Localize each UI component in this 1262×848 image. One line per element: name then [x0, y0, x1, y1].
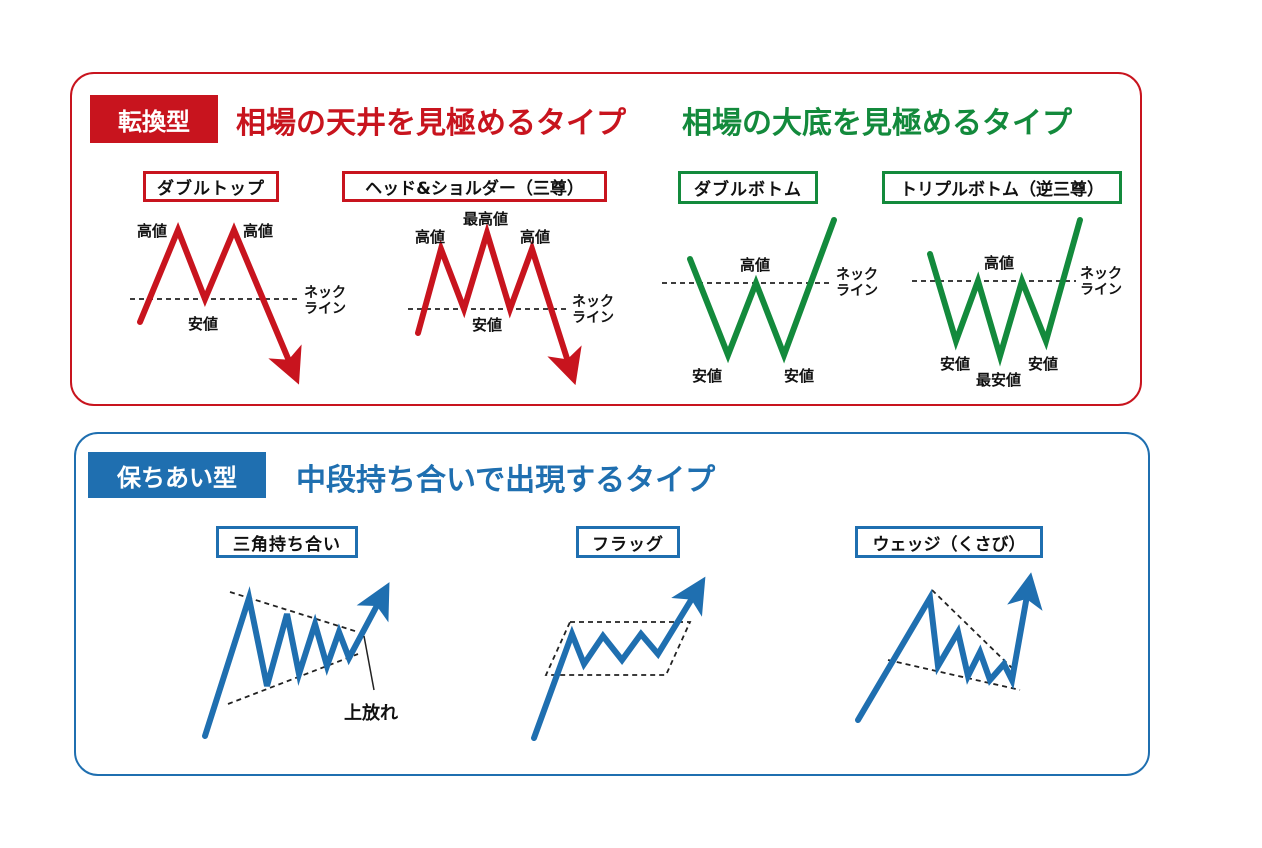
low-label: 安値	[188, 315, 218, 333]
reversal-panel	[70, 72, 1142, 406]
head-shoulders-pattern: 高値 最高値 高値 安値 ネック ライン	[408, 210, 614, 386]
continuation-panel	[74, 432, 1150, 776]
neckline-label: ネック	[304, 285, 346, 301]
high-label: 高値	[520, 228, 550, 246]
neckline-label: ネック	[836, 267, 878, 283]
price-line	[137, 221, 302, 385]
double-top-pattern: 高値 高値 安値 ネック ライン	[130, 221, 346, 385]
wedge-pattern	[855, 572, 1043, 723]
price-line	[687, 217, 837, 364]
high-label: 高値	[415, 228, 445, 246]
label-wedge: ウェッジ（くさび）	[855, 526, 1043, 558]
label-triangle: 三角持ち合い	[216, 526, 358, 558]
neckline-label: ライン	[572, 310, 614, 326]
low-label: 安値	[1028, 355, 1058, 373]
price-line	[855, 572, 1043, 723]
neckline-label: ライン	[836, 283, 878, 299]
price-line	[531, 576, 706, 741]
neckline-label: ネック	[1080, 266, 1122, 282]
double-bottom-pattern: 高値 安値 安値 ネック ライン	[662, 217, 878, 385]
neckline-label: ライン	[1080, 282, 1122, 298]
flag-pattern	[531, 576, 706, 741]
low-label: 安値	[472, 316, 502, 334]
trendline-upper	[931, 589, 1013, 669]
breakout-pointer	[363, 635, 375, 691]
price-line	[202, 582, 390, 739]
label-double-top: ダブルトップ	[143, 171, 279, 202]
reversal-heading-bottom: 相場の大底を見極めるタイプ	[682, 106, 1072, 141]
label-flag: フラッグ	[576, 526, 680, 558]
label-double-bottom: ダブルボトム	[678, 171, 818, 204]
low-label: 安値	[784, 367, 814, 385]
high-label: 高値	[740, 256, 770, 274]
trendline-lower	[227, 653, 359, 705]
high-label: 高値	[137, 222, 167, 240]
low-label: 安値	[692, 367, 722, 385]
label-triple-bottom: トリプルボトム（逆三尊）	[882, 171, 1122, 204]
triangle-pattern: 上放れ	[202, 582, 398, 739]
continuation-tag: 保ちあい型	[88, 452, 266, 498]
price-line	[927, 217, 1083, 367]
high-label: 高値	[984, 254, 1014, 272]
lowest-label: 最安値	[976, 371, 1021, 389]
highest-label: 最高値	[463, 210, 508, 228]
neckline-label: ライン	[304, 301, 346, 317]
reversal-tag: 転換型	[90, 95, 218, 143]
high-label: 高値	[243, 222, 273, 240]
trendline-lower	[887, 659, 1021, 691]
continuation-heading: 中段持ち合いで出現するタイプ	[296, 463, 716, 498]
reversal-heading-top: 相場の天井を見極めるタイプ	[236, 106, 626, 141]
triple-bottom-pattern: 高値 安値 最安値 安値 ネック ライン	[912, 217, 1122, 389]
neckline-label: ネック	[572, 294, 614, 310]
low-label: 安値	[940, 355, 970, 373]
price-line	[415, 222, 582, 386]
breakout-label: 上放れ	[344, 702, 398, 724]
label-head-shoulders: ヘッド&ショルダー（三尊）	[342, 171, 607, 202]
flag-channel	[544, 621, 692, 676]
